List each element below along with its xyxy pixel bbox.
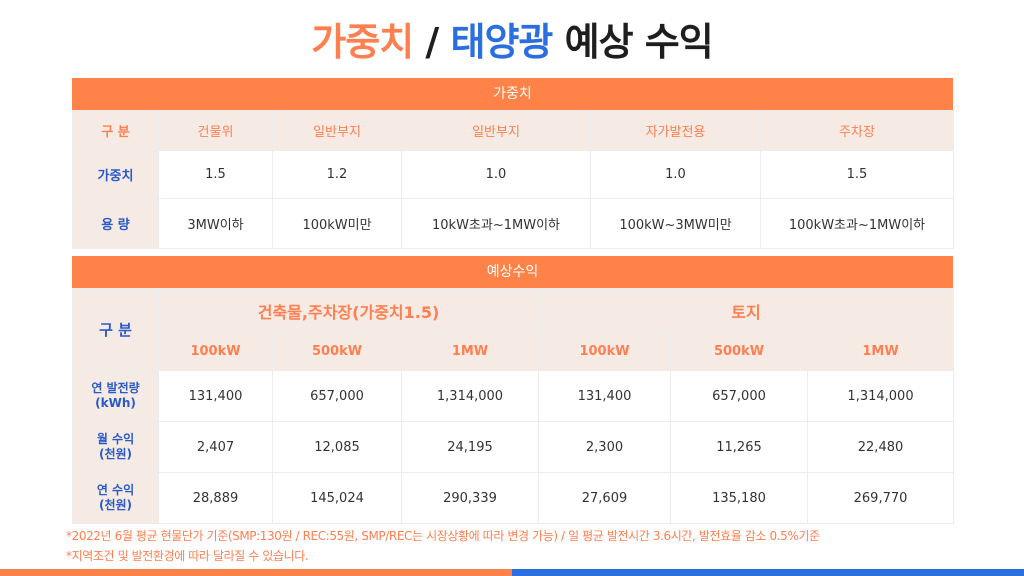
weight-value-cell: 1.2 <box>272 150 402 199</box>
weight-section-band: 가중치 <box>72 78 953 110</box>
weight-value-cell: 1.5 <box>760 150 954 199</box>
capacity-cell: 10kW초과~1MW이하 <box>401 198 591 249</box>
table-cell: 135,180 <box>670 472 808 524</box>
row-label-line2: (천원) <box>98 498 133 512</box>
row-label-line1: 연 수익 <box>96 483 135 497</box>
capacity-sub-header: 100kW <box>158 332 273 371</box>
weight-header-row: 구 분 건물위 일반부지 일반부지 자가발전용 주차장 <box>72 110 954 151</box>
monthly-revenue-row: 월 수익 (천원) 2,407 12,085 24,195 2,300 11,26… <box>72 421 955 473</box>
table-cell: 28,889 <box>158 472 273 524</box>
weight-column-header: 건물위 <box>158 110 273 151</box>
footnotes: *2022년 6월 평균 현물단가 기준(SMP:130원 / REC:55원,… <box>66 526 996 566</box>
table-cell: 12,085 <box>272 421 402 473</box>
row-label-line2: (kWh) <box>95 396 136 410</box>
footer-bar-orange <box>0 569 512 576</box>
revenue-row-label: 연 발전량 (kWh) <box>72 370 159 422</box>
weight-column-header: 일반부지 <box>272 110 402 151</box>
capacity-row: 용 량 3MW이하 100kW미만 10kW초과~1MW이하 100kW~3MW… <box>72 198 954 249</box>
table-cell: 290,339 <box>401 472 539 524</box>
title-weight: 가중치 <box>311 20 414 64</box>
footnote-disclaimer: *지역조건 및 발전환경에 따라 달라질 수 있습니다. <box>66 549 309 563</box>
table-cell: 24,195 <box>401 421 539 473</box>
table-cell: 1,314,000 <box>806 370 955 422</box>
table-cell: 657,000 <box>670 370 808 422</box>
capacity-sub-header: 1MW <box>806 332 955 371</box>
revenue-corner-label: 구 분 <box>72 288 159 371</box>
title-revenue: 예상 수익 <box>552 20 714 64</box>
capacity-cell: 100kW미만 <box>272 198 402 249</box>
title-separator: / <box>413 20 451 64</box>
annual-revenue-row: 연 수익 (천원) 28,889 145,024 290,339 27,609 1… <box>72 472 955 524</box>
group-header-land: 토지 <box>537 288 955 333</box>
revenue-row-label: 월 수익 (천원) <box>72 421 159 473</box>
weight-row-label: 가중치 <box>72 150 159 199</box>
table-cell: 1,314,000 <box>401 370 539 422</box>
weight-column-header: 자가발전용 <box>590 110 761 151</box>
capacity-cell: 3MW이하 <box>158 198 273 249</box>
table-cell: 11,265 <box>670 421 808 473</box>
weight-column-header: 주차장 <box>760 110 954 151</box>
row-label-line2: (천원) <box>98 447 133 461</box>
table-cell: 2,300 <box>538 421 671 473</box>
table-cell: 2,407 <box>158 421 273 473</box>
table-cell: 269,770 <box>806 472 955 524</box>
weight-column-header: 일반부지 <box>401 110 591 151</box>
weight-value-cell: 1.0 <box>401 150 591 199</box>
page-title: 가중치 / 태양광 예상 수익 <box>0 14 1024 70</box>
row-label-line1: 월 수익 <box>96 432 135 446</box>
weight-row-label: 용 량 <box>72 198 159 249</box>
capacity-sub-header: 100kW <box>538 332 671 371</box>
revenue-section-band: 예상수익 <box>72 256 953 288</box>
footnote-price-basis: *2022년 6월 평균 현물단가 기준(SMP:130원 / REC:55원,… <box>66 529 820 543</box>
table-cell: 131,400 <box>158 370 273 422</box>
table-cell: 657,000 <box>272 370 402 422</box>
revenue-row-label: 연 수익 (천원) <box>72 472 159 524</box>
table-cell: 22,480 <box>806 421 955 473</box>
capacity-cell: 100kW~3MW미만 <box>590 198 761 249</box>
table-cell: 27,609 <box>538 472 671 524</box>
capacity-sub-header: 1MW <box>401 332 539 371</box>
table-cell: 145,024 <box>272 472 402 524</box>
weight-value-cell: 1.5 <box>158 150 273 199</box>
weight-table: 구 분 건물위 일반부지 일반부지 자가발전용 주차장 가중치 1.5 1.2 … <box>72 110 954 249</box>
weight-value-cell: 1.0 <box>590 150 761 199</box>
annual-generation-row: 연 발전량 (kWh) 131,400 657,000 1,314,000 131… <box>72 370 955 422</box>
row-label-line1: 연 발전량 <box>91 381 140 395</box>
capacity-cell: 100kW초과~1MW이하 <box>760 198 954 249</box>
title-solar: 태양광 <box>450 20 554 64</box>
weight-row-label: 구 분 <box>72 110 159 151</box>
capacity-sub-header: 500kW <box>670 332 808 371</box>
group-header-building: 건축물,주차장(가중치1.5) <box>158 288 539 333</box>
table-cell: 131,400 <box>538 370 671 422</box>
weight-values-row: 가중치 1.5 1.2 1.0 1.0 1.5 <box>72 150 954 199</box>
footer-bar-blue <box>512 569 1024 576</box>
revenue-group-header-row: 구 분 건축물,주차장(가중치1.5) 토지 <box>72 288 955 371</box>
capacity-sub-header: 500kW <box>272 332 402 371</box>
revenue-sub-header-row: 100kW 500kW 1MW 100kW 500kW 1MW <box>73 332 955 371</box>
revenue-table: 구 분 건축물,주차장(가중치1.5) 토지 100kW 500kW 1MW 1… <box>72 288 955 524</box>
